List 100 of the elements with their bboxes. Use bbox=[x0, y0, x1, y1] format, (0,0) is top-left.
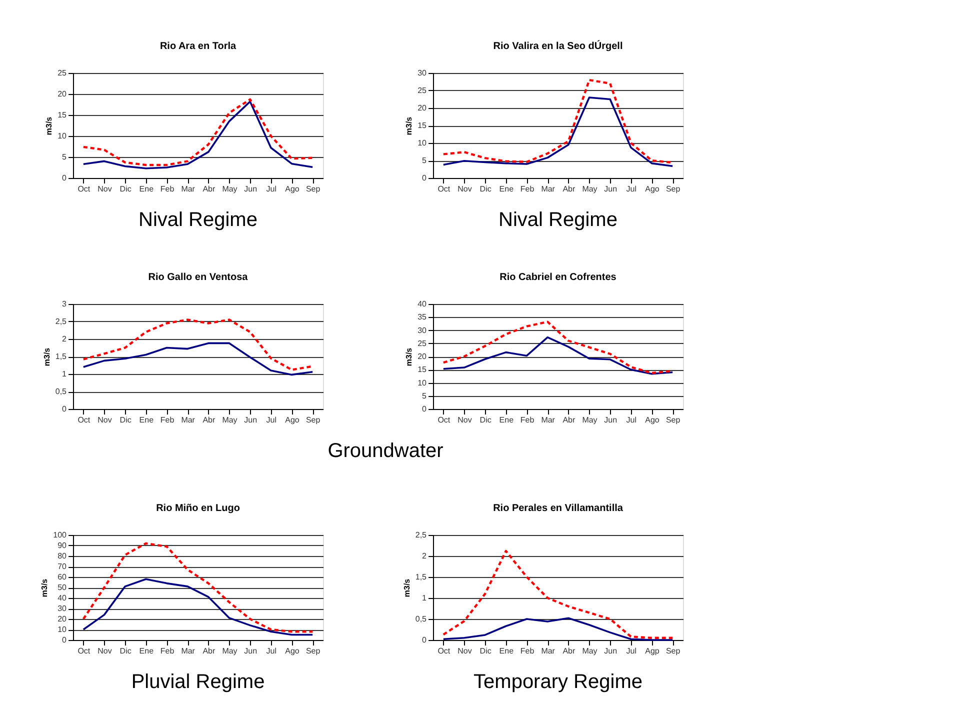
y-tick-label: 90 bbox=[58, 541, 68, 550]
y-tick-label: 20 bbox=[418, 352, 428, 361]
y-tick-label: 5 bbox=[422, 391, 428, 400]
y-tick-label: 10 bbox=[418, 138, 428, 148]
y-axis-title: m3/s bbox=[44, 116, 54, 136]
x-tick-label: Jun bbox=[604, 646, 618, 656]
y-axis-title: m3/s bbox=[404, 347, 414, 366]
y-axis-title: m3/s bbox=[40, 578, 50, 598]
x-tick-label: Abr bbox=[562, 646, 576, 656]
x-tick-label: Feb bbox=[520, 416, 535, 424]
x-tick-label: Oct bbox=[438, 184, 451, 194]
chart-title: Rio Perales en Villamantilla bbox=[493, 503, 624, 514]
y-tick-label: 70 bbox=[58, 562, 68, 571]
y-tick-label: 25 bbox=[418, 338, 428, 348]
x-tick-label: Abr bbox=[562, 416, 576, 424]
x-tick-label: Dic bbox=[120, 416, 132, 424]
chart-title: Rio Valira en la Seo dÚrgell bbox=[493, 40, 623, 52]
y-tick-label: 0 bbox=[62, 174, 68, 182]
y-tick-label: 5 bbox=[62, 152, 68, 162]
x-tick-label: Abr bbox=[202, 184, 216, 194]
x-tick-label: Nov bbox=[98, 646, 112, 656]
y-tick-label: 0,5 bbox=[55, 387, 68, 396]
x-tick-label: Oct bbox=[78, 646, 91, 656]
x-tick-label: Abr bbox=[202, 646, 216, 656]
y-tick-label: 0 bbox=[62, 636, 68, 644]
x-tick-label: Mar bbox=[181, 416, 196, 424]
y-axis-title: m3/s bbox=[404, 116, 414, 136]
x-tick-label: Jun bbox=[244, 646, 258, 656]
text: Groundwater bbox=[328, 440, 444, 462]
y-axis-title: m3/s bbox=[402, 578, 412, 598]
x-tick-label: Oct bbox=[78, 416, 91, 424]
x-tick-label: May bbox=[582, 646, 598, 656]
x-tick-label: Ene bbox=[499, 646, 514, 656]
x-tick-label: Jul bbox=[266, 416, 277, 424]
x-tick-label: Nov bbox=[458, 184, 472, 194]
x-tick-label: Nov bbox=[458, 646, 472, 656]
y-tick-label: 30 bbox=[418, 326, 428, 335]
x-tick-label: Sep bbox=[666, 646, 681, 656]
text: Pluvial Regime bbox=[131, 671, 265, 693]
y-tick-label: 60 bbox=[58, 572, 68, 582]
x-tick-label: Sep bbox=[666, 184, 681, 194]
x-tick-label: Feb bbox=[160, 646, 175, 656]
x-tick-label: Oct bbox=[438, 646, 451, 656]
y-tick-label: 20 bbox=[418, 104, 428, 112]
x-tick-label: Sep bbox=[306, 184, 321, 194]
x-tick-label: May bbox=[222, 646, 238, 656]
x-tick-label: Oct bbox=[78, 184, 91, 194]
line-series bbox=[82, 542, 314, 633]
x-tick-label: Mar bbox=[181, 184, 196, 194]
y-axis-title: m3/s bbox=[42, 347, 52, 366]
y-tick-label: 40 bbox=[418, 300, 428, 308]
line-series bbox=[442, 336, 674, 375]
y-tick-label: 10 bbox=[418, 378, 428, 388]
y-tick-label: 30 bbox=[58, 604, 68, 613]
x-tick-label: Feb bbox=[160, 416, 175, 424]
y-tick-label: 15 bbox=[58, 110, 68, 120]
y-tick-label: 0 bbox=[422, 404, 428, 414]
y-tick-label: 10 bbox=[58, 132, 68, 140]
x-tick-label: Jul bbox=[626, 184, 637, 194]
chart-title: Rio Ara en Torla bbox=[160, 41, 236, 52]
x-tick-label: Dic bbox=[480, 646, 492, 656]
x-tick-label: Ago bbox=[285, 184, 300, 194]
x-tick-label: Ago bbox=[285, 416, 300, 424]
x-tick-label: Ene bbox=[139, 184, 154, 194]
x-tick-label: Jul bbox=[266, 646, 277, 656]
x-tick-label: Feb bbox=[520, 184, 535, 194]
x-tick-label: Jun bbox=[604, 416, 618, 424]
text: Temporary Regime bbox=[474, 671, 642, 693]
y-tick-label: 10 bbox=[58, 625, 68, 634]
x-tick-label: Mar bbox=[541, 416, 556, 424]
x-tick-label: Mar bbox=[181, 646, 196, 656]
y-tick-label: 20 bbox=[58, 614, 68, 624]
text: Nival Regime bbox=[498, 209, 618, 231]
y-tick-label: 80 bbox=[58, 552, 68, 560]
x-tick-label: Ene bbox=[139, 646, 154, 656]
y-tick-label: 15 bbox=[418, 365, 428, 374]
x-tick-label: Oct bbox=[438, 416, 451, 424]
y-tick-label: 2 bbox=[422, 552, 428, 560]
x-tick-label: Agp bbox=[645, 646, 660, 656]
x-tick-label: Abr bbox=[202, 416, 216, 424]
x-tick-label: Ene bbox=[499, 416, 514, 424]
chart-title: Rio Gallo en Ventosa bbox=[148, 272, 248, 283]
x-tick-label: May bbox=[222, 184, 238, 194]
y-tick-label: 35 bbox=[418, 312, 428, 322]
line-series bbox=[82, 318, 314, 371]
y-tick-label: 25 bbox=[418, 86, 428, 95]
y-tick-label: 40 bbox=[58, 594, 68, 602]
x-tick-label: May bbox=[222, 416, 238, 424]
chart-title: Rio Cabriel en Cofrentes bbox=[500, 272, 617, 283]
y-tick-label: 20 bbox=[58, 90, 68, 98]
chart-title: Rio Miño en Lugo bbox=[156, 503, 240, 514]
x-tick-label: Jun bbox=[604, 184, 618, 194]
x-tick-label: Mar bbox=[541, 184, 556, 194]
x-tick-label: Jul bbox=[626, 646, 637, 656]
x-tick-label: Dic bbox=[120, 646, 132, 656]
y-tick-label: 0 bbox=[422, 174, 428, 182]
y-tick-label: 50 bbox=[58, 583, 68, 592]
x-tick-label: Jul bbox=[266, 184, 277, 194]
x-tick-label: Feb bbox=[520, 646, 535, 656]
x-tick-label: Dic bbox=[480, 184, 492, 194]
